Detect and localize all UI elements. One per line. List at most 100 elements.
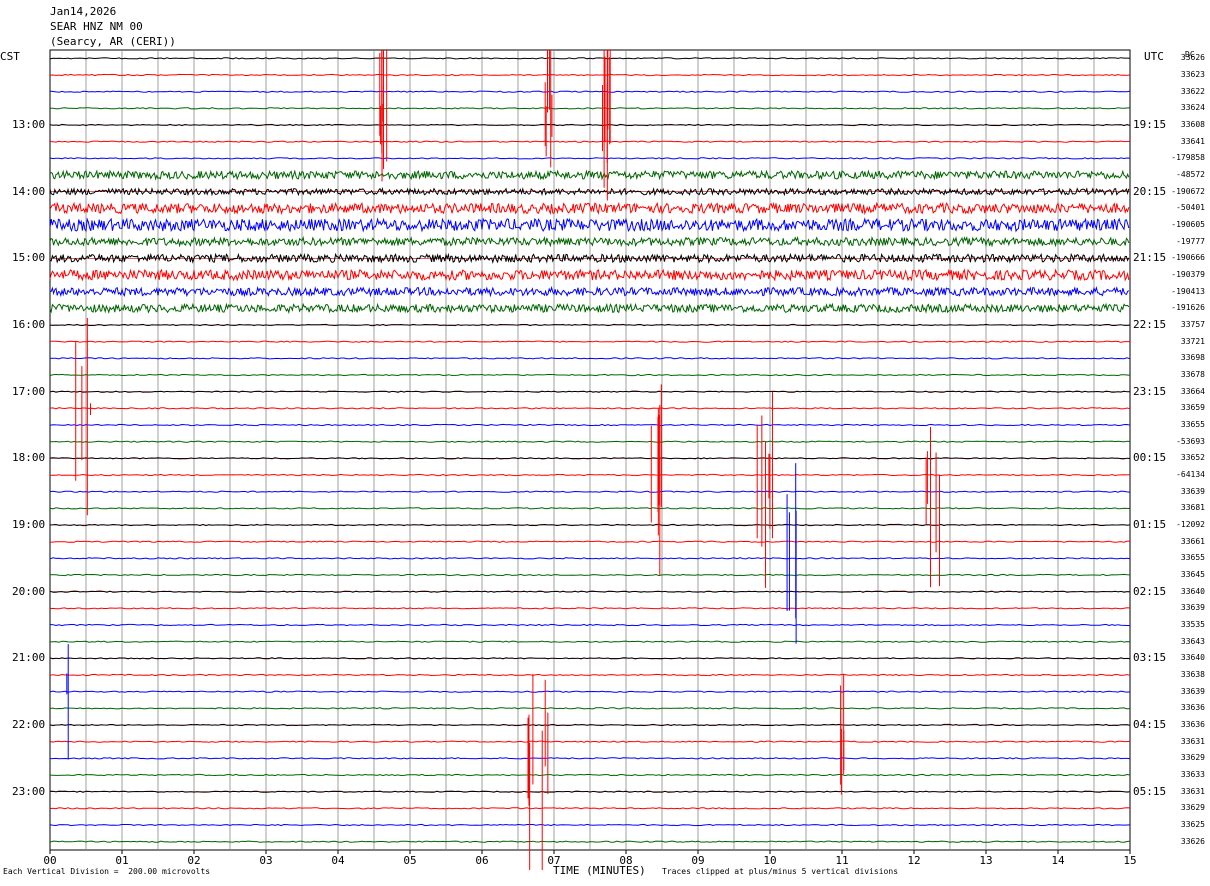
dc-offset-label: 33655 <box>1180 553 1205 563</box>
trace-row <box>49 490 1131 493</box>
dc-offset-label: 33721 <box>1180 336 1205 346</box>
trace-row <box>50 107 1131 110</box>
dc-offset-label: 33639 <box>1180 486 1205 496</box>
header-date: Jan14,2026 <box>50 5 117 18</box>
trace-row <box>49 407 1131 410</box>
x-tick-label: 07 <box>547 854 560 867</box>
dc-offset-label: 33624 <box>1180 103 1205 113</box>
trace-row <box>49 90 1131 93</box>
x-tick-label: 06 <box>475 854 488 867</box>
dc-offset-label: 33608 <box>1180 120 1205 129</box>
trace-row <box>49 285 1130 298</box>
dc-offset-label: -190413 <box>1171 286 1205 296</box>
trace-row <box>49 690 1131 693</box>
seismic-traces <box>49 57 1131 843</box>
dc-offset-label: 33645 <box>1180 570 1205 579</box>
scale-note: Each Vertical Division = 200.00 microvol… <box>3 867 211 876</box>
dc-offset-label: 33659 <box>1180 403 1205 413</box>
cst-hour-label: 21:00 <box>12 651 46 665</box>
dc-offset-label: 33631 <box>1180 736 1205 746</box>
clip-note: Traces clipped at plus/minus 5 vertical … <box>662 867 899 876</box>
utc-hour-label: 02:15 <box>1133 584 1167 598</box>
x-tick-label: 15 <box>1123 854 1136 867</box>
dc-offset-label: 33626 <box>1180 53 1205 63</box>
dc-offset-label: 33629 <box>1180 803 1205 813</box>
trace-row <box>49 673 1131 677</box>
dc-offset-label: -190672 <box>1171 186 1205 196</box>
trace-row <box>49 657 1131 660</box>
x-tick-label: 11 <box>835 854 848 867</box>
cst-hour-label: 16:00 <box>12 318 46 331</box>
dc-offset-label: 33639 <box>1180 603 1205 613</box>
dc-offset-label: 33652 <box>1180 453 1205 463</box>
dc-offset-label: 33641 <box>1180 136 1205 146</box>
dc-offset-label: -53693 <box>1176 436 1205 446</box>
trace-row <box>49 390 1131 393</box>
trace-row <box>49 557 1131 560</box>
cst-hour-label: 18:00 <box>12 451 46 465</box>
x-axis-ticks: 00 01 02 03 04 05 06 07 08 09 10 11 12 13 14 15 <box>43 850 1137 867</box>
dc-label: DC <box>1185 50 1195 59</box>
trace-row <box>49 773 1131 777</box>
cst-hour-label: 20:00 <box>12 584 46 598</box>
dc-offset-label: -190379 <box>1171 270 1205 279</box>
trace-row <box>50 790 1131 793</box>
x-tick-label: 04 <box>331 854 345 867</box>
dc-offset-label: -190605 <box>1171 220 1205 229</box>
dc-offset-label: 33636 <box>1180 703 1205 713</box>
trace-row <box>49 323 1131 327</box>
trace-row <box>49 268 1130 282</box>
trace-row <box>49 235 1130 248</box>
dc-offset-label: -64134 <box>1176 470 1205 479</box>
dc-offset-label: 33631 <box>1180 786 1205 796</box>
event-spikes <box>66 50 940 870</box>
trace-row <box>49 140 1131 143</box>
trace-row <box>49 201 1130 216</box>
cst-hour-label: 14:00 <box>12 184 46 198</box>
header-station: SEAR HNZ NM 00 <box>50 20 143 33</box>
trace-row <box>50 757 1131 760</box>
cst-hour-label: 15:00 <box>12 251 46 265</box>
left-axis-label: CST <box>0 50 20 63</box>
dc-offset-label: 33640 <box>1180 586 1205 596</box>
trace-row <box>49 457 1131 460</box>
x-tick-label: 08 <box>619 854 632 867</box>
trace-row <box>49 473 1131 477</box>
utc-hour-label: 05:15 <box>1133 784 1167 798</box>
cst-hour-label: 22:00 <box>12 718 46 731</box>
x-tick-label: 13 <box>979 854 992 867</box>
x-tick-label: 00 <box>43 854 56 867</box>
x-tick-label: 09 <box>691 854 704 867</box>
dc-offset-label: 33636 <box>1180 720 1205 729</box>
trace-row <box>49 573 1131 577</box>
dc-offset-label: 33639 <box>1180 686 1205 696</box>
x-axis-title: TIME (MINUTES) <box>553 864 646 877</box>
utc-hour-label: 20:15 <box>1133 184 1167 198</box>
x-tick-label: 01 <box>115 854 128 867</box>
cst-hour-label: 13:00 <box>12 118 46 131</box>
dc-offset-label: 33535 <box>1180 620 1205 629</box>
time-grid <box>49 49 1131 851</box>
x-tick-label: 10 <box>763 854 776 867</box>
trace-row <box>49 373 1131 377</box>
trace-row <box>49 707 1131 710</box>
dc-offset-label: -50401 <box>1176 203 1205 213</box>
utc-hour-label: 03:15 <box>1133 651 1167 665</box>
dc-offset-label: 33640 <box>1180 653 1205 663</box>
utc-hour-label: 04:15 <box>1133 718 1167 731</box>
dc-offset-label: 33655 <box>1180 420 1205 429</box>
trace-row <box>49 157 1131 160</box>
trace-row <box>49 187 1130 197</box>
trace-row <box>49 217 1130 233</box>
trace-row <box>49 302 1130 315</box>
dc-offset-label: -19777 <box>1176 236 1205 246</box>
x-tick-label: 05 <box>403 854 416 867</box>
trace-row <box>49 523 1131 527</box>
trace-row <box>49 73 1131 77</box>
dc-offset-label: 33629 <box>1180 753 1205 763</box>
dc-offset-label: 33626 <box>1180 836 1205 846</box>
dc-offset-label: -179858 <box>1171 153 1205 163</box>
dc-offset-label: 33625 <box>1180 820 1205 829</box>
utc-hour-label: 01:15 <box>1133 518 1167 531</box>
